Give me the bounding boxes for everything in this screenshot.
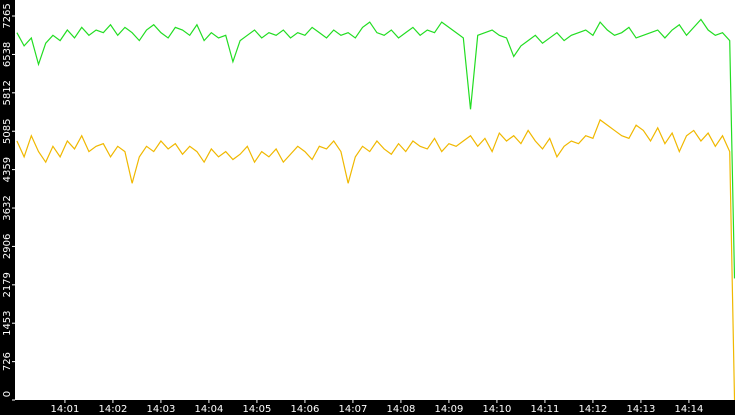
y-tick-label: 2179 [2, 272, 13, 297]
x-tick-label: 14:09 [435, 404, 464, 415]
x-tick-label: 14:11 [531, 404, 560, 415]
y-tick-label: 6538 [2, 42, 13, 67]
x-tick-label: 14:02 [99, 404, 128, 415]
x-tick-label: 14:05 [243, 404, 272, 415]
x-tick-label: 14:10 [483, 404, 512, 415]
y-tick-label: 726 [2, 352, 13, 371]
y-tick-label: 4359 [2, 157, 13, 182]
y-tick-label: 1453 [2, 310, 13, 335]
x-tick-label: 14:01 [51, 404, 80, 415]
x-tick-label: 14:13 [627, 404, 656, 415]
x-tick-label: 14:06 [291, 404, 320, 415]
y-tick-label: 0 [2, 391, 13, 397]
x-tick-label: 14:12 [579, 404, 608, 415]
y-tick-label: 5085 [2, 119, 13, 144]
x-tick-label: 14:08 [387, 404, 416, 415]
x-tick-label: 14:07 [339, 404, 368, 415]
y-tick-label: 5812 [2, 80, 13, 105]
x-tick-label: 14:14 [675, 404, 704, 415]
y-tick-label: 2906 [2, 234, 13, 259]
series-line [16, 18, 735, 279]
y-tick-label: 3632 [2, 195, 13, 220]
x-tick-label: 14:04 [195, 404, 224, 415]
y-tick-label: 7265 [2, 3, 13, 28]
series-line [16, 118, 735, 401]
x-tick-label: 14:03 [147, 404, 176, 415]
plot-area [15, 0, 735, 400]
